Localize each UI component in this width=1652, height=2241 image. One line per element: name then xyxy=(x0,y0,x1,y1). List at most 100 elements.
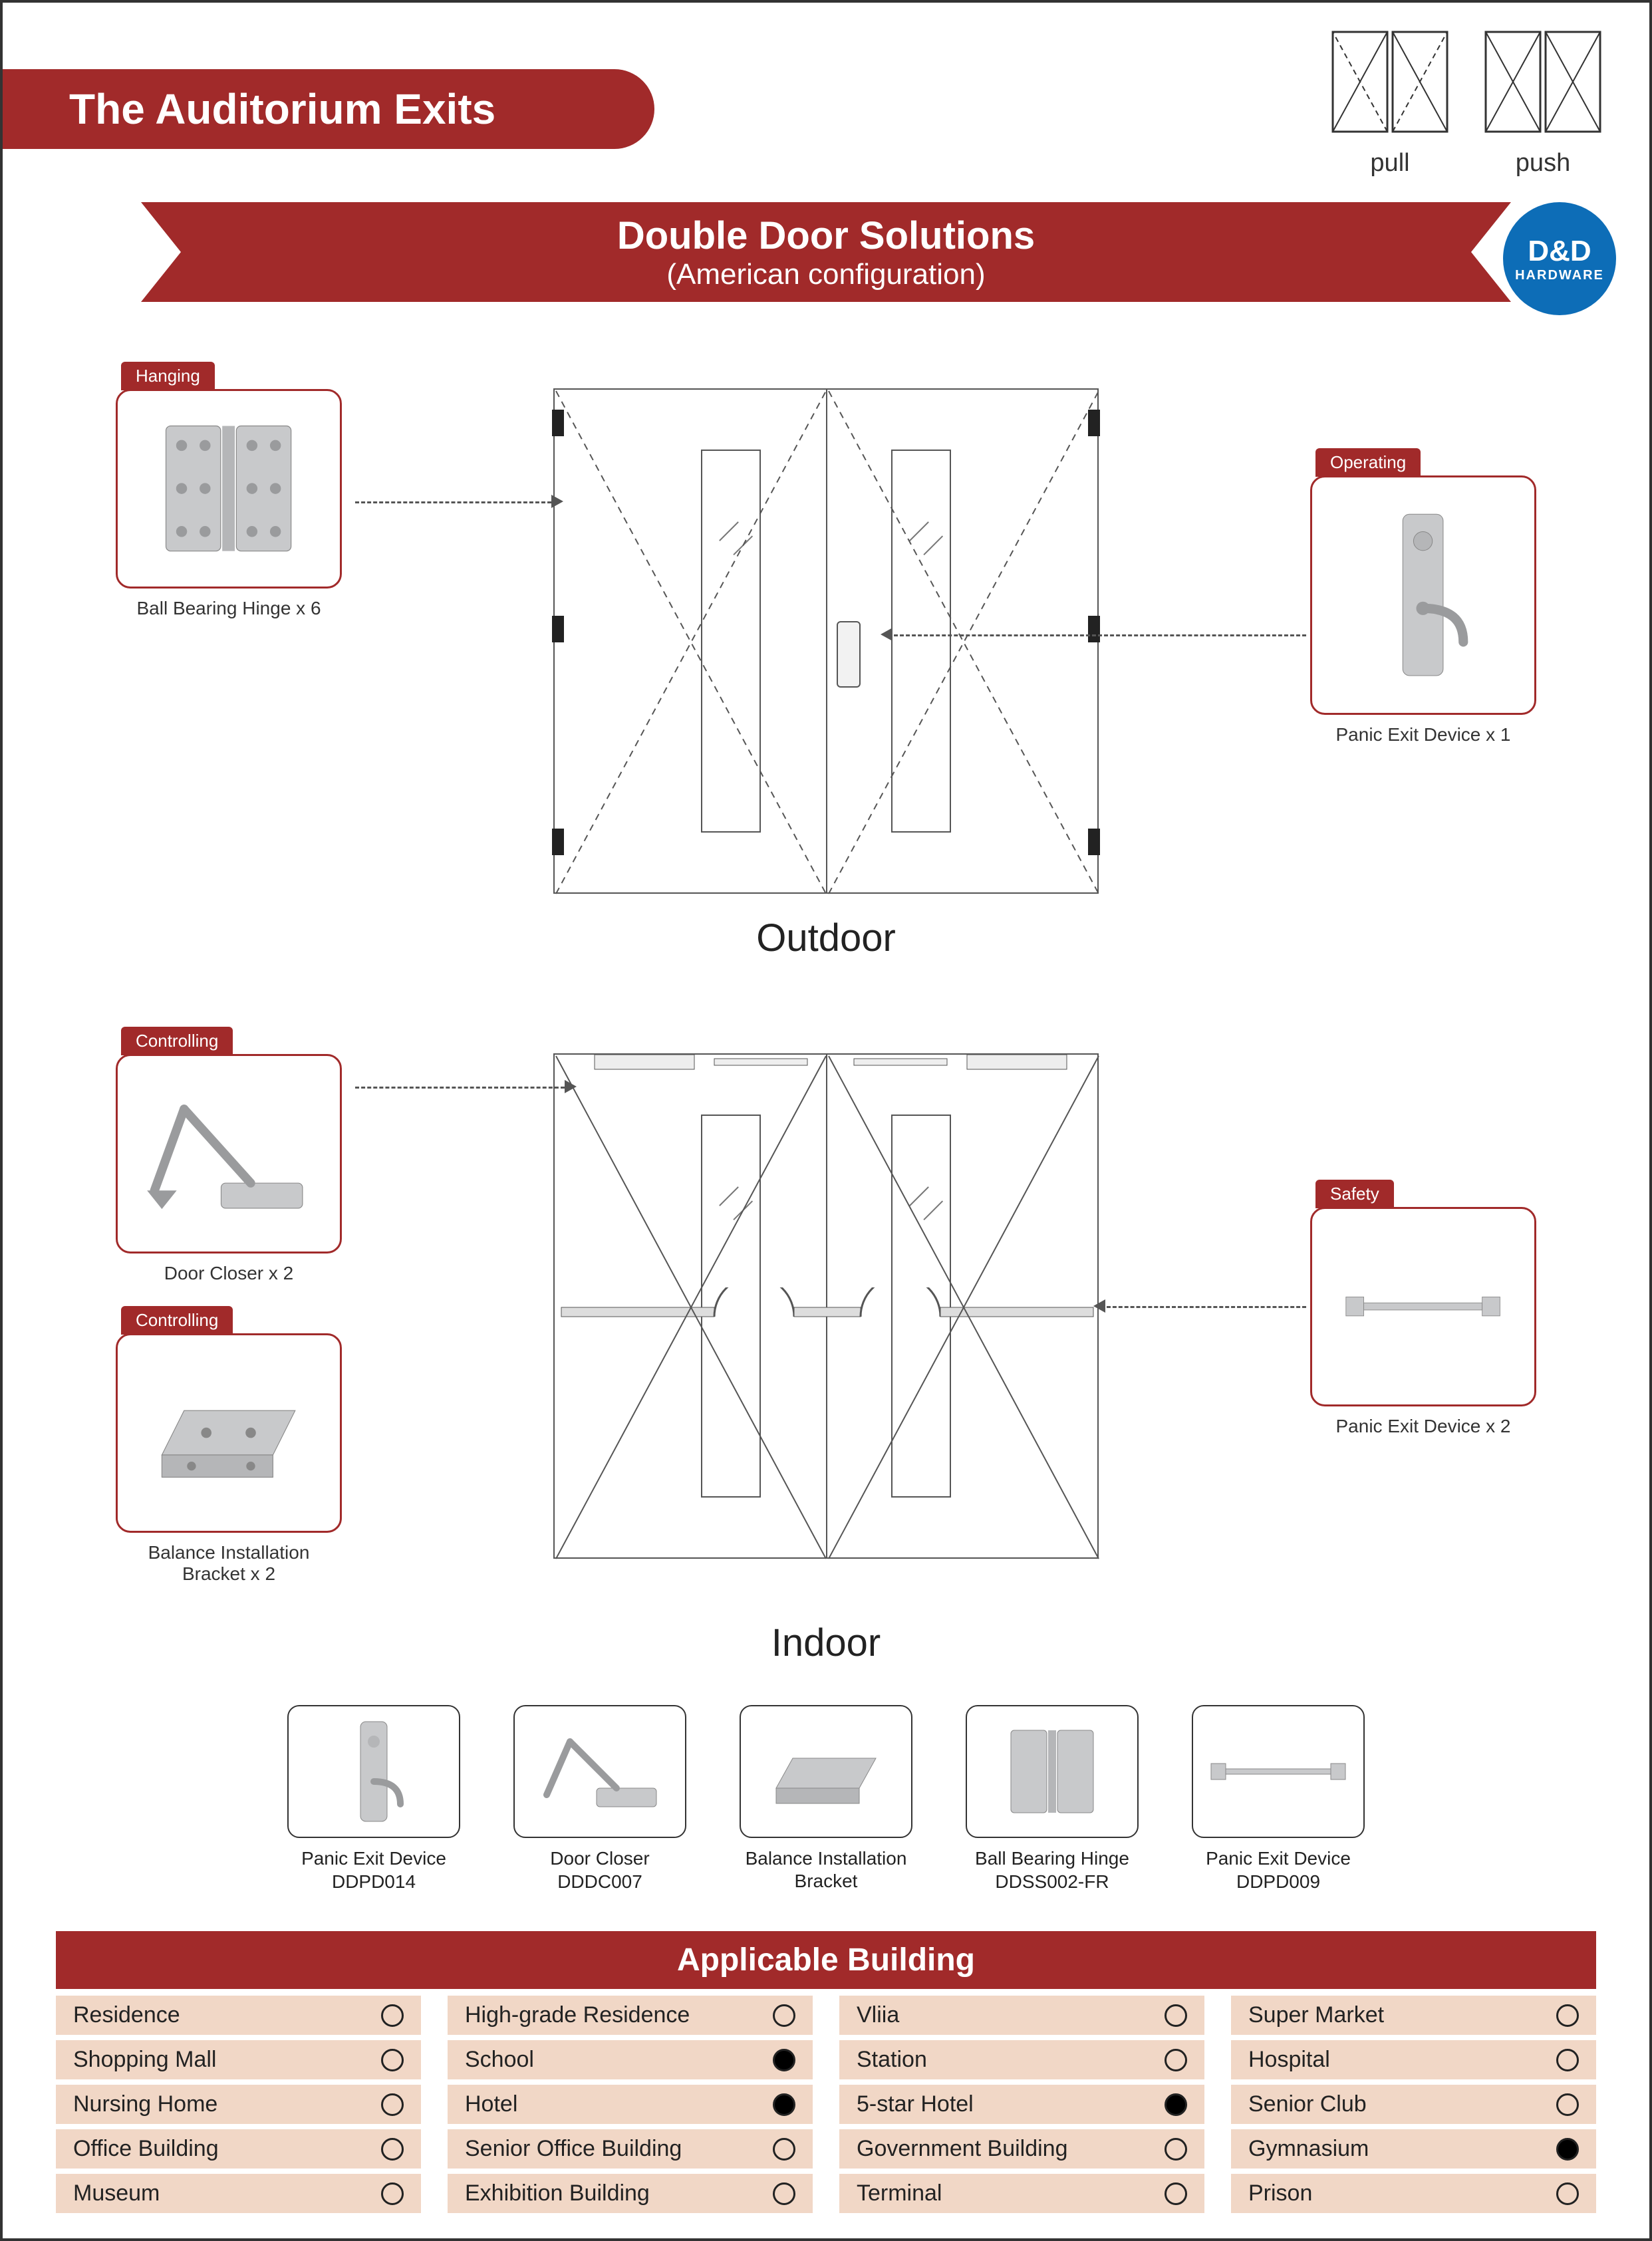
applicable-grid: Residence High-grade Residence Vliia Super … xyxy=(56,1996,1596,2213)
applicable-label: Hotel xyxy=(465,2091,517,2117)
product-name: Ball Bearing Hinge xyxy=(959,1847,1145,1870)
callout-caption-control1: Door Closer x 2 xyxy=(116,1263,342,1284)
callout-caption-hanging: Ball Bearing Hinge x 6 xyxy=(116,598,342,619)
applicable-cell: Super Market xyxy=(1231,1996,1596,2035)
callout-controlling-bracket: Controlling Balance Installation Bracket… xyxy=(116,1306,342,1585)
product-card: Door Closer DDDC007 xyxy=(507,1705,693,1893)
product-hinge-icon xyxy=(966,1705,1139,1838)
applicable-cell: 5-star Hotel xyxy=(839,2085,1204,2124)
applicable-label: Prison xyxy=(1248,2180,1312,2206)
applicable-cell: Senior Club xyxy=(1231,2085,1596,2124)
applicable-cell: Shopping Mall xyxy=(56,2040,421,2079)
applicable-header: Applicable Building xyxy=(56,1931,1596,1989)
door-closer-icon xyxy=(116,1054,342,1253)
callout-caption-control2: Balance Installation Bracket x 2 xyxy=(116,1542,342,1585)
ribbon: Double Door Solutions (American configur… xyxy=(141,202,1511,302)
applicable-cell: Office Building xyxy=(56,2129,421,2169)
product-row: Panic Exit Device DDPD014 Door Closer DD… xyxy=(281,1705,1371,1893)
applicable-label: School xyxy=(465,2047,534,2073)
applicable-label: Terminal xyxy=(857,2180,942,2206)
product-name: Balance Installation Bracket xyxy=(733,1847,919,1892)
ribbon-subtitle: (American configuration) xyxy=(666,258,985,291)
unselected-marker-icon xyxy=(1165,2004,1187,2027)
page: pull push The Auditorium Exits Double Do… xyxy=(0,0,1652,2241)
applicable-cell: Vliia xyxy=(839,1996,1204,2035)
applicable-label: Nursing Home xyxy=(73,2091,217,2117)
product-code: DDDC007 xyxy=(507,1871,693,1893)
applicable-label: Super Market xyxy=(1248,2002,1384,2028)
unselected-marker-icon xyxy=(1556,2049,1579,2071)
page-title: The Auditorium Exits xyxy=(3,69,654,149)
product-code: DDSS002-FR xyxy=(959,1871,1145,1893)
product-card: Balance Installation Bracket xyxy=(733,1705,919,1893)
applicable-cell: Nursing Home xyxy=(56,2085,421,2124)
callout-tab-operating: Operating xyxy=(1315,448,1421,477)
product-card: Ball Bearing Hinge DDSS002-FR xyxy=(959,1705,1145,1893)
callout-controlling-closer: Controlling Door Closer x 2 xyxy=(116,1027,342,1284)
applicable-cell: Terminal xyxy=(839,2174,1204,2213)
applicable-label: Hospital xyxy=(1248,2047,1330,2073)
applicable-cell: Museum xyxy=(56,2174,421,2213)
unselected-marker-icon xyxy=(1165,2049,1187,2071)
product-panic-trim-icon xyxy=(287,1705,460,1838)
pull-icon: pull xyxy=(1330,29,1450,178)
applicable-label: Museum xyxy=(73,2180,160,2206)
applicable-label: Station xyxy=(857,2047,927,2073)
stage-outdoor: Hanging Ball Bearing Hinge x xyxy=(3,362,1649,960)
double-door-indoor xyxy=(553,1053,1099,1559)
unselected-marker-icon xyxy=(1165,2138,1187,2161)
applicable-cell: Exhibition Building xyxy=(448,2174,813,2213)
callout-caption-safety: Panic Exit Device x 2 xyxy=(1310,1416,1536,1437)
bracket-icon xyxy=(116,1333,342,1533)
badge-top: D&D xyxy=(1528,235,1591,268)
callout-tab-control2: Controlling xyxy=(121,1306,233,1335)
unselected-marker-icon xyxy=(1556,2182,1579,2205)
push-icon: push xyxy=(1483,29,1603,178)
unselected-marker-icon xyxy=(381,2004,404,2027)
product-card: Panic Exit Device DDPD009 xyxy=(1185,1705,1371,1893)
applicable-cell: Hotel xyxy=(448,2085,813,2124)
selected-marker-icon xyxy=(1165,2093,1187,2116)
unselected-marker-icon xyxy=(773,2182,795,2205)
product-card: Panic Exit Device DDPD014 xyxy=(281,1705,467,1893)
callout-tab-safety: Safety xyxy=(1315,1180,1394,1208)
unselected-marker-icon xyxy=(1556,2004,1579,2027)
callout-operating: Operating Panic Exit Device x 1 xyxy=(1310,448,1536,745)
applicable-cell: School xyxy=(448,2040,813,2079)
callout-caption-operating: Panic Exit Device x 1 xyxy=(1310,724,1536,745)
push-label: push xyxy=(1483,149,1603,178)
applicable-building: Applicable Building Residence High-grade … xyxy=(56,1931,1596,2213)
applicable-label: Gymnasium xyxy=(1248,2136,1369,2162)
applicable-label: Government Building xyxy=(857,2136,1068,2162)
product-code: DDPD009 xyxy=(1185,1871,1371,1893)
applicable-label: 5-star Hotel xyxy=(857,2091,974,2117)
applicable-cell: Gymnasium xyxy=(1231,2129,1596,2169)
applicable-cell: High-grade Residence xyxy=(448,1996,813,2035)
product-bracket-icon xyxy=(740,1705,912,1838)
applicable-label: High-grade Residence xyxy=(465,2002,690,2028)
product-name: Door Closer xyxy=(507,1847,693,1870)
product-panic-bar-icon xyxy=(1192,1705,1365,1838)
stage-indoor: Controlling Door Closer x 2 Controlling xyxy=(3,1027,1649,1665)
applicable-label: Shopping Mall xyxy=(73,2047,216,2073)
selected-marker-icon xyxy=(773,2049,795,2071)
applicable-cell: Government Building xyxy=(839,2129,1204,2169)
callout-tab-control1: Controlling xyxy=(121,1027,233,1055)
top-swing-icons: pull push xyxy=(1330,29,1603,178)
callout-hanging: Hanging Ball Bearing Hinge x xyxy=(116,362,342,619)
product-code: DDPD014 xyxy=(281,1871,467,1893)
panic-trim-icon xyxy=(1310,475,1536,715)
unselected-marker-icon xyxy=(381,2138,404,2161)
selected-marker-icon xyxy=(773,2093,795,2116)
applicable-cell: Residence xyxy=(56,1996,421,2035)
applicable-label: Residence xyxy=(73,2002,180,2028)
product-name: Panic Exit Device xyxy=(1185,1847,1371,1870)
stage-label-outdoor: Outdoor xyxy=(756,916,896,960)
applicable-label: Senior Club xyxy=(1248,2091,1367,2117)
applicable-label: Exhibition Building xyxy=(465,2180,650,2206)
unselected-marker-icon xyxy=(381,2182,404,2205)
product-name: Panic Exit Device xyxy=(281,1847,467,1870)
unselected-marker-icon xyxy=(773,2004,795,2027)
double-door-outdoor xyxy=(553,388,1099,894)
badge-bottom: HARDWARE xyxy=(1515,268,1604,283)
